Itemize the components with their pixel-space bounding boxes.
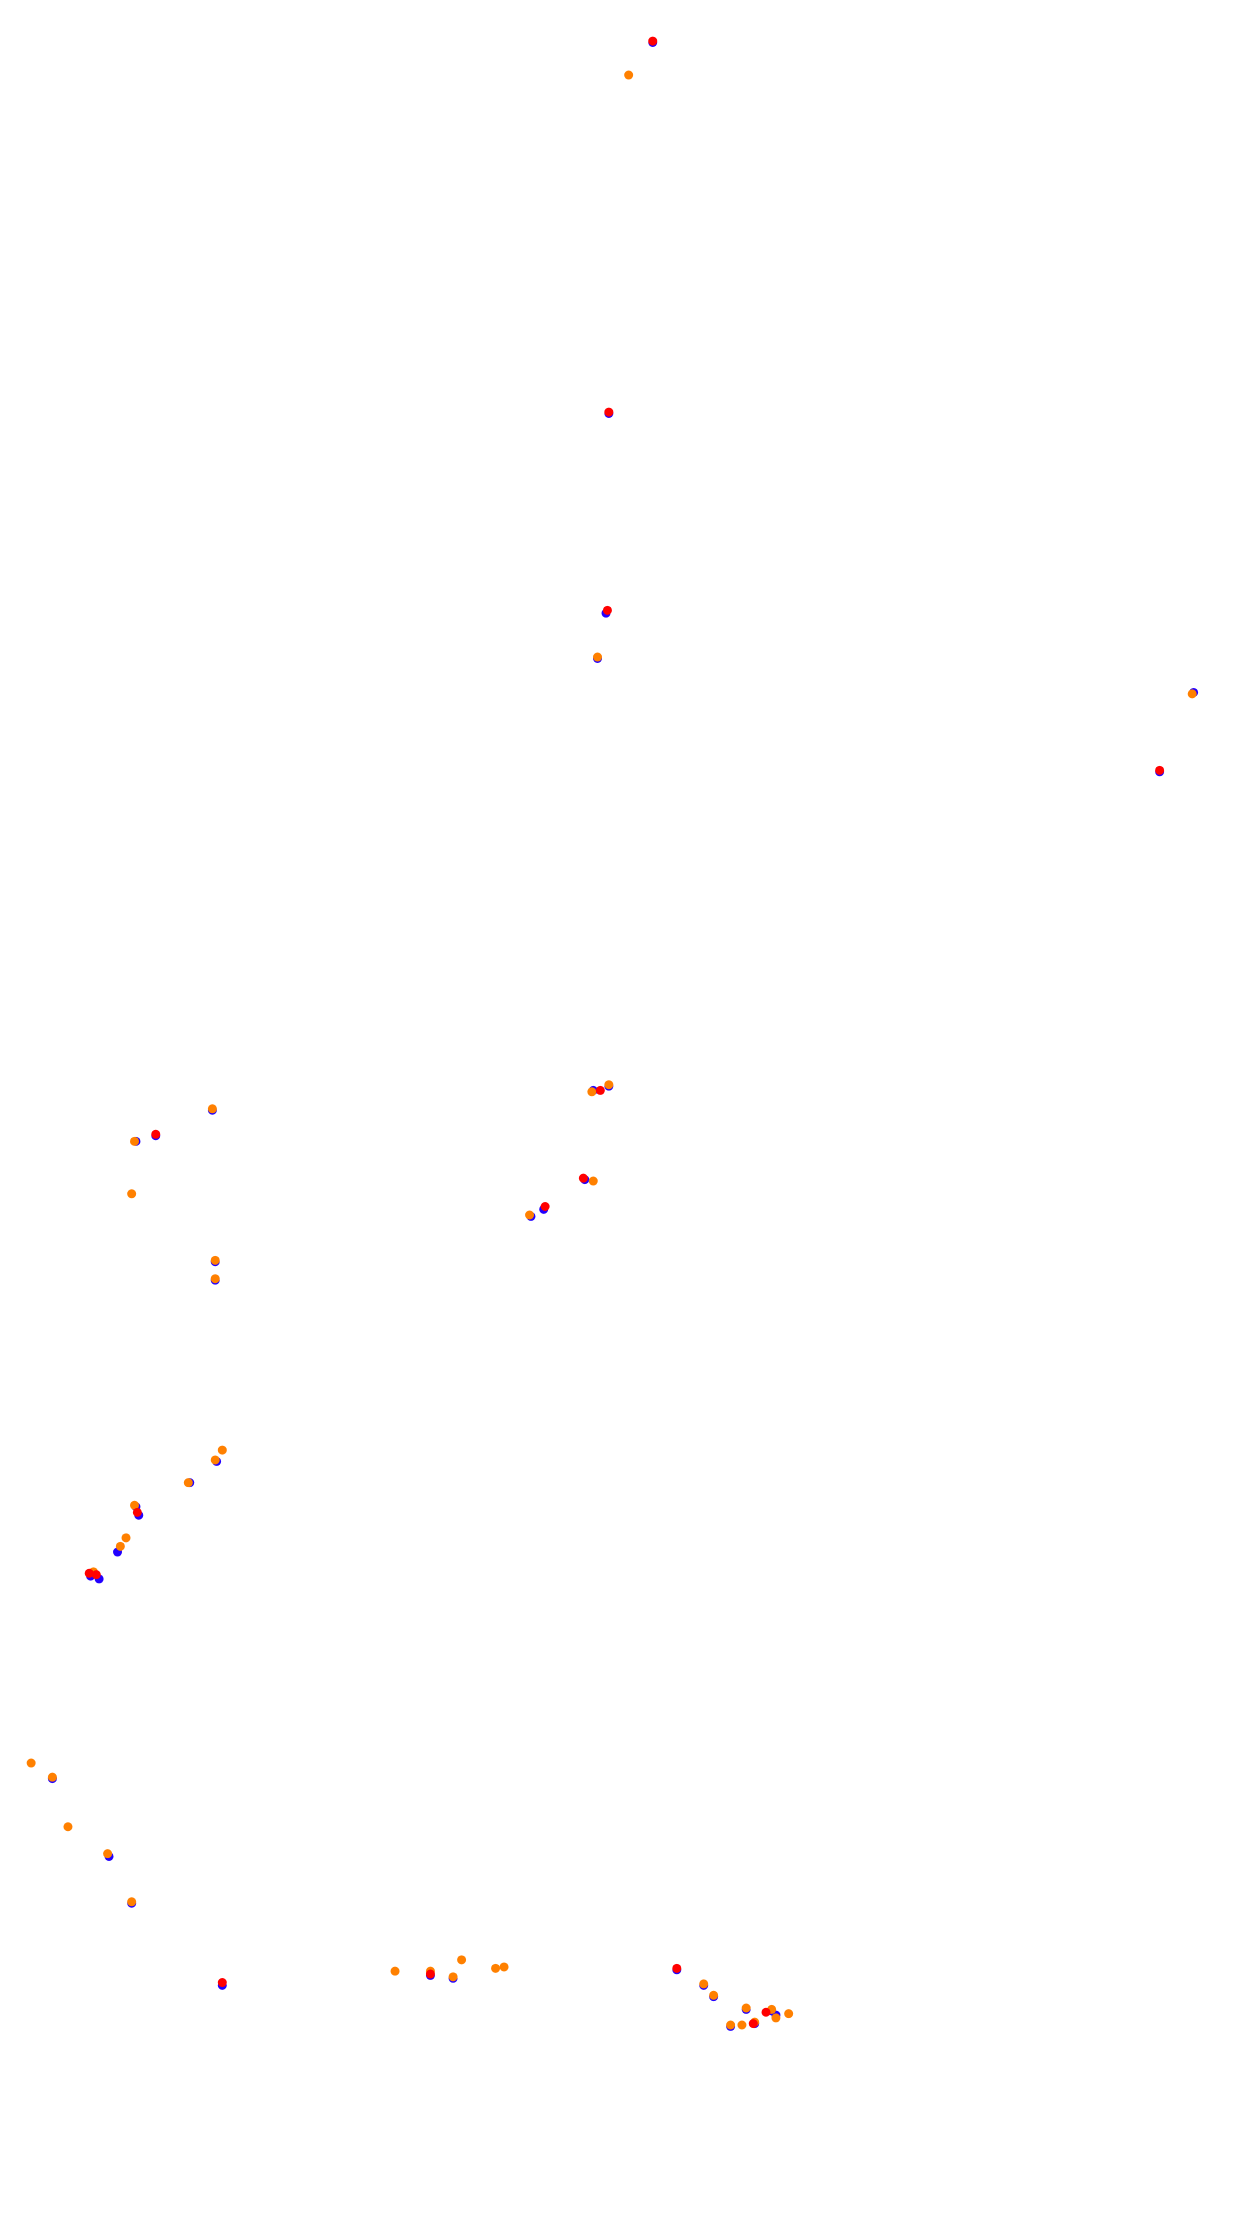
point (624, 70, 634, 80)
point (595, 1085, 605, 1095)
point (540, 1202, 550, 1212)
point (578, 1173, 588, 1183)
point (771, 2013, 781, 2023)
point (210, 1255, 220, 1265)
point (726, 2020, 736, 2030)
point (648, 36, 658, 46)
point (132, 1507, 142, 1517)
point (604, 407, 614, 417)
point (127, 1897, 137, 1907)
point (741, 2003, 751, 2013)
point (457, 1955, 467, 1965)
point (604, 1080, 614, 1090)
point (588, 1176, 598, 1186)
point (47, 1772, 57, 1782)
point (602, 605, 612, 615)
point (390, 1966, 400, 1976)
point (699, 1979, 709, 1989)
point (587, 1087, 597, 1097)
point (115, 1541, 125, 1551)
point (63, 1822, 73, 1832)
point (183, 1478, 193, 1488)
point (737, 2020, 747, 2030)
point (448, 1972, 458, 1982)
point (1187, 689, 1197, 699)
point (84, 1568, 94, 1578)
point (784, 2009, 794, 2019)
point (26, 1758, 36, 1768)
point (672, 1963, 682, 1973)
point (709, 1990, 719, 2000)
point (217, 1978, 227, 1988)
point (207, 1104, 217, 1114)
point (130, 1500, 140, 1510)
point (210, 1274, 220, 1284)
point (121, 1533, 131, 1543)
point (425, 1969, 435, 1979)
point (525, 1210, 535, 1220)
point (1155, 765, 1165, 775)
point (593, 652, 603, 662)
point (210, 1455, 220, 1465)
point (151, 1129, 161, 1139)
point (748, 2019, 758, 2029)
point (761, 2007, 771, 2017)
point (91, 1570, 101, 1580)
point (499, 1962, 509, 1972)
point (491, 1963, 501, 1973)
point (127, 1189, 137, 1199)
point (103, 1849, 113, 1859)
point (130, 1136, 140, 1146)
point (217, 1445, 227, 1455)
